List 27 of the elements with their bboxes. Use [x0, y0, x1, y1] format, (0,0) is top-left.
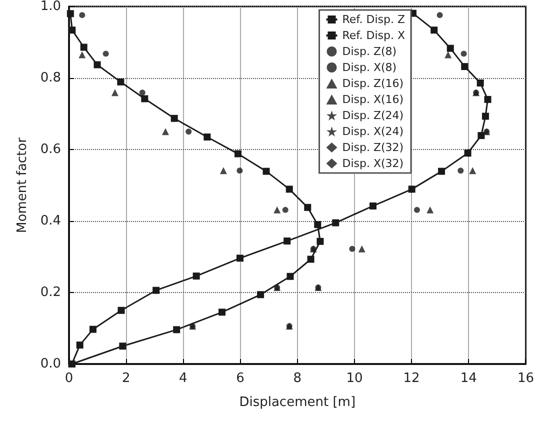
- y-tick-label: 0.8: [40, 70, 61, 86]
- y-axis-title: Moment factor: [15, 136, 30, 233]
- y-tick-label: 0.4: [40, 214, 61, 228]
- x-tick-label: 6: [236, 371, 244, 386]
- y-tick-label: 0.6: [40, 142, 61, 157]
- x-axis-title: Displacement [m]: [239, 395, 356, 410]
- x-tick-label: 10: [346, 371, 363, 386]
- x-tick-label: 12: [403, 371, 420, 386]
- legend-label: Disp. Z(16): [342, 77, 404, 90]
- legend-label: Disp. X(32): [342, 157, 404, 170]
- x-tick-label: 2: [122, 371, 130, 386]
- legend-label: Disp. Z(32): [342, 141, 404, 154]
- x-tick-label: 8: [293, 371, 302, 386]
- legend-label: Disp. Z(24): [342, 109, 404, 122]
- legend-label: Disp. X(8): [342, 61, 397, 74]
- y-tick-label: 1.0: [40, 0, 61, 14]
- y-tick-label: 0.0: [40, 356, 61, 372]
- x-tick-label: 0: [64, 371, 74, 386]
- legend-label: Ref. Disp. Z: [342, 13, 406, 26]
- x-tick-label: 4: [179, 371, 188, 386]
- legend-label: Disp. Z(8): [342, 45, 397, 58]
- y-tick-label: 0.2: [40, 285, 61, 300]
- x-tick-label: 14: [460, 371, 477, 386]
- x-tick-label: 16: [517, 371, 534, 386]
- legend-label: Disp. X(16): [342, 93, 404, 106]
- legend-label: Disp. X(24): [342, 125, 404, 138]
- legend-label: Ref. Disp. X: [342, 29, 406, 42]
